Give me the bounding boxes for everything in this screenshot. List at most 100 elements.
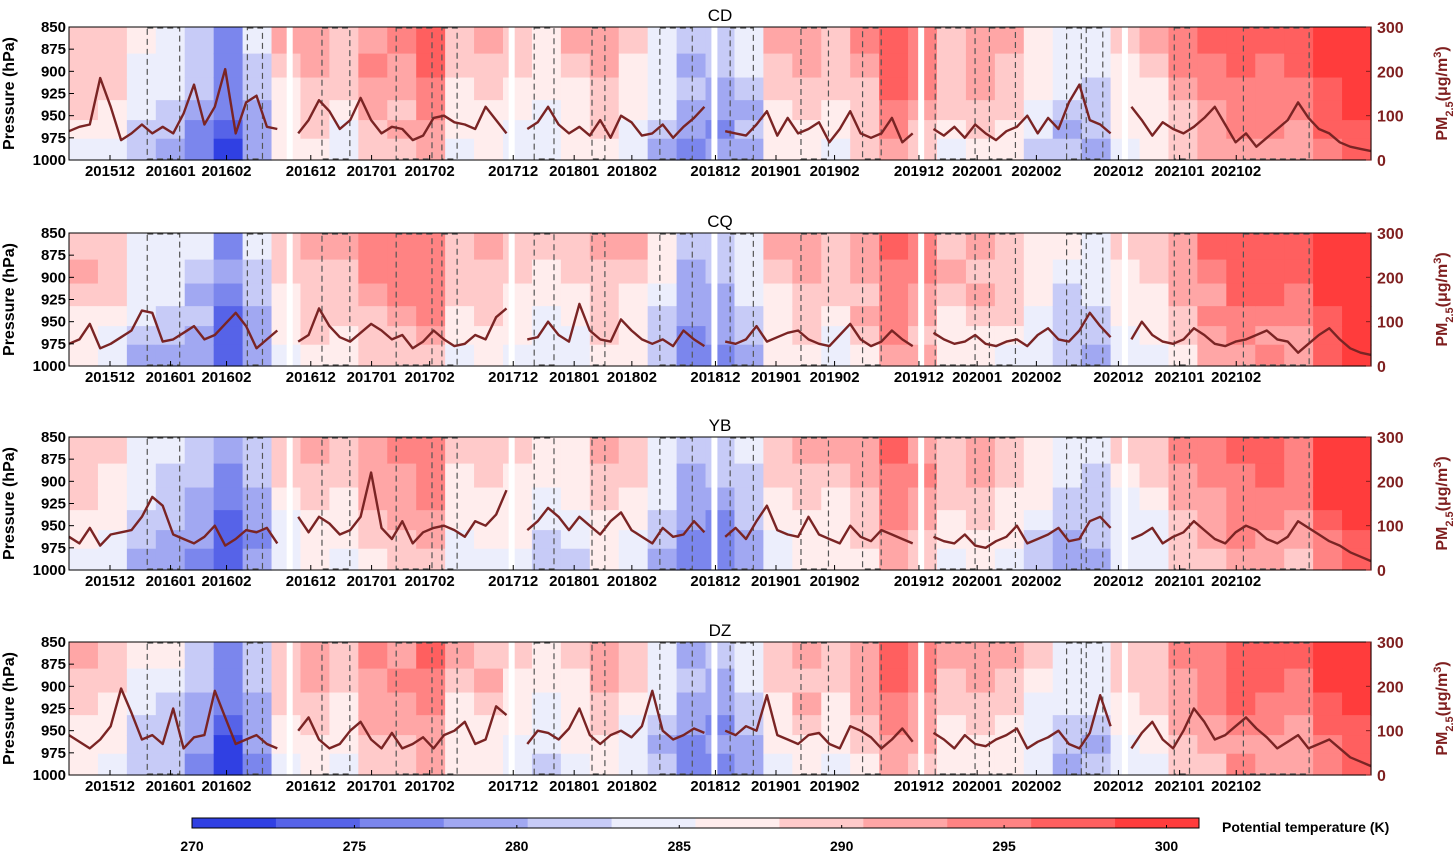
heatmap-cell	[1081, 692, 1112, 716]
heatmap-cell	[474, 138, 504, 161]
right-axis-label-sup: 3	[1432, 258, 1444, 264]
heatmap-cell	[560, 668, 591, 694]
heatmap-cell	[1313, 548, 1343, 571]
heatmap-cell	[213, 53, 244, 79]
season-gap	[918, 233, 925, 366]
heatmap-cell	[300, 437, 330, 465]
heatmap-cell	[1197, 753, 1227, 776]
heatmap-cell	[97, 753, 128, 776]
season-gap	[1121, 437, 1128, 570]
heatmap-cell	[358, 753, 388, 776]
heatmap-cell	[879, 77, 909, 101]
pm25-line	[68, 687, 278, 750]
heatmap-cell	[647, 77, 678, 101]
x-tick-label: 201712	[488, 163, 538, 180]
heatmap-cell	[1313, 326, 1343, 346]
left-tick-label: 1000	[33, 152, 66, 169]
heatmap-cell	[271, 344, 302, 367]
x-tick-label: 201702	[405, 778, 455, 795]
heatmap-cell	[97, 120, 128, 140]
heatmap-cell	[155, 487, 186, 511]
colorbar-swatch	[1115, 818, 1200, 828]
heatmap-cell	[97, 259, 128, 285]
left-tick-label: 850	[41, 429, 66, 446]
left-tick-label: 950	[41, 723, 66, 740]
heatmap-cell	[1023, 259, 1054, 285]
panel-title: YB	[709, 416, 732, 435]
heatmap-cell	[734, 259, 764, 285]
heatmap-cell	[1139, 437, 1170, 465]
heatmap-cell	[763, 283, 793, 307]
heatmap-cell	[329, 530, 359, 550]
heatmap-cell	[416, 692, 446, 716]
right-tick-label: 0	[1377, 153, 1386, 170]
x-tick-label: 201902	[810, 778, 860, 795]
heatmap-cell	[647, 548, 678, 571]
heatmap-cell	[1255, 27, 1285, 55]
heatmap-cell	[1226, 642, 1256, 670]
heatmap-cell	[97, 437, 128, 465]
heatmap-cell	[850, 138, 880, 161]
heatmap-cell	[850, 548, 880, 571]
right-axis-label: PM2.5(μg/m3)	[1432, 252, 1456, 346]
heatmap-cell	[474, 27, 504, 55]
x-tick-label: 201702	[405, 163, 455, 180]
heatmap-cell	[126, 668, 157, 694]
heatmap-cell	[1139, 692, 1170, 716]
heatmap-cell	[1342, 100, 1372, 121]
heatmap-cell	[1197, 344, 1227, 367]
heatmap-cell	[1313, 463, 1343, 489]
right-tick-label: 0	[1377, 563, 1386, 580]
x-tick-label: 201701	[347, 778, 397, 795]
heatmap-cell	[965, 138, 996, 161]
heatmap-cell	[97, 27, 128, 55]
heatmap-cell	[416, 487, 446, 511]
heatmap-cell	[821, 233, 851, 261]
season-gap	[286, 233, 293, 366]
heatmap-cell	[647, 487, 678, 511]
heatmap-cell	[879, 138, 909, 161]
heatmap-cell	[676, 548, 707, 571]
x-tick-label: 201901	[751, 163, 801, 180]
heatmap-cell	[1168, 548, 1198, 571]
heatmap-cell	[531, 326, 562, 346]
event-box	[1242, 437, 1310, 570]
heatmap-cell	[763, 120, 793, 140]
heatmap-cell	[242, 735, 273, 755]
heatmap-cell	[1023, 77, 1054, 101]
heatmap-cell	[155, 306, 186, 327]
heatmap-cell	[560, 753, 591, 776]
right-tick-label: 300	[1377, 635, 1404, 652]
heatmap-cell	[792, 283, 822, 307]
heatmap-cell	[965, 326, 996, 346]
heatmap-cell	[1342, 510, 1372, 531]
heatmap-cell	[445, 463, 475, 489]
heatmap-cell	[734, 100, 764, 121]
heatmap-cell	[97, 53, 128, 79]
heatmap-cell	[329, 437, 359, 465]
pm25-line	[932, 311, 1112, 348]
heatmap-cell	[994, 642, 1025, 670]
heatmap-cell	[1168, 668, 1198, 694]
heatmap-cell	[1255, 53, 1285, 79]
event-box	[729, 642, 754, 775]
x-tick-label: 202001	[952, 163, 1002, 180]
heatmap-cell	[358, 437, 388, 465]
heatmap-cell	[792, 53, 822, 79]
heatmap-cell	[618, 77, 649, 101]
heatmap-cell	[1052, 138, 1083, 161]
event-box	[729, 27, 754, 160]
heatmap-cell	[647, 753, 678, 776]
season-gap	[918, 27, 925, 160]
x-tick-label: 202102	[1211, 778, 1261, 795]
event-box	[1242, 27, 1310, 160]
heatmap-cell	[329, 487, 359, 511]
heatmap-cell	[879, 437, 909, 465]
right-axis-label-sup: 3	[1432, 462, 1444, 468]
heatmap-cell	[937, 77, 967, 101]
heatmap-cell	[126, 437, 157, 465]
heatmap-cell	[734, 138, 764, 161]
heatmap-cell	[358, 27, 388, 55]
heatmap-cell	[1197, 735, 1227, 755]
heatmap-cell	[560, 53, 591, 79]
